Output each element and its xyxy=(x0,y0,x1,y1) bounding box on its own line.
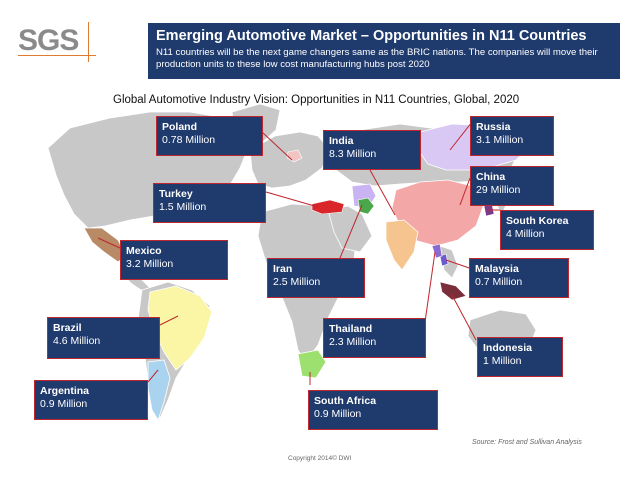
country-value-turkey: 1.5 Million xyxy=(159,201,207,213)
southeast-asia-landmass xyxy=(439,245,459,279)
connector-india xyxy=(369,169,396,216)
country-value-russia: 3.1 Million xyxy=(476,134,524,146)
country-value-malaysia: 0.7 Million xyxy=(475,276,523,288)
country-value-iran: 2.5 Million xyxy=(273,276,321,288)
banner-title: Emerging Automotive Market – Opportuniti… xyxy=(156,28,587,44)
connector-china xyxy=(459,177,471,206)
title-banner: Emerging Automotive Market – Opportuniti… xyxy=(148,23,620,79)
country-name-china: China xyxy=(476,171,506,183)
logo-text: SGS xyxy=(18,24,79,57)
label-thailand: Thailand 2.3 Million xyxy=(323,318,426,358)
label-malaysia: Malaysia 0.7 Million xyxy=(469,258,569,298)
south-africa-shape xyxy=(297,349,327,379)
label-brazil: Brazil 4.6 Million xyxy=(47,317,160,359)
country-name-thailand: Thailand xyxy=(329,323,373,335)
country-name-malaysia: Malaysia xyxy=(475,263,519,275)
country-value-china: 29 Million xyxy=(476,184,521,196)
india-shape xyxy=(385,219,419,271)
map-subtitle: Global Automotive Industry Vision: Oppor… xyxy=(113,94,520,106)
connector-iran xyxy=(339,204,363,259)
label-indonesia: Indonesia 1 Million xyxy=(477,337,563,377)
thailand-shape xyxy=(431,243,443,259)
country-name-russia: Russia xyxy=(476,121,511,133)
connector-brazil xyxy=(159,315,179,326)
label-iran: Iran 2.5 Million xyxy=(267,258,365,298)
label-turkey: Turkey 1.5 Million xyxy=(153,183,266,223)
label-poland: Poland 0.78 Million xyxy=(156,116,263,156)
copyright-note: Copyright 2014© DWI xyxy=(288,455,352,462)
country-value-mexico: 3.2 Million xyxy=(126,258,174,270)
connector-argentina xyxy=(147,369,159,383)
middle-east-landmass xyxy=(327,205,373,253)
turkey-shape xyxy=(311,199,345,215)
country-value-india: 8.3 Million xyxy=(329,148,377,160)
country-name-south-africa: South Africa xyxy=(314,395,377,407)
indonesia-shape xyxy=(439,281,467,301)
country-value-brazil: 4.6 Million xyxy=(53,335,101,347)
logo-line-horizontal xyxy=(18,55,96,56)
country-value-south-korea: 4 Million xyxy=(506,228,545,240)
country-name-india: India xyxy=(329,135,354,147)
country-value-thailand: 2.3 Million xyxy=(329,336,377,348)
connector-poland xyxy=(261,131,293,161)
connector-russia xyxy=(449,121,473,151)
connector-lines xyxy=(97,121,500,385)
connector-turkey xyxy=(265,191,319,208)
country-name-brazil: Brazil xyxy=(53,322,82,334)
label-mexico: Mexico 3.2 Million xyxy=(120,240,228,280)
country-name-south-korea: South Korea xyxy=(506,215,569,227)
connector-mexico xyxy=(97,237,121,249)
country-value-indonesia: 1 Million xyxy=(483,355,522,367)
country-name-indonesia: Indonesia xyxy=(483,342,533,354)
country-name-iran: Iran xyxy=(273,263,293,275)
label-argentina: Argentina 0.9 Million xyxy=(34,380,148,420)
sgs-logo: SGS xyxy=(18,22,96,62)
label-china: China 29 Million xyxy=(470,166,554,206)
label-south-korea: South Korea 4 Million xyxy=(500,210,594,250)
argentina-shape xyxy=(147,359,171,421)
banner-subtitle: N11 countries will be the next game chan… xyxy=(156,47,598,70)
malaysia-shape xyxy=(439,253,449,267)
connector-indonesia xyxy=(451,294,477,341)
country-name-argentina: Argentina xyxy=(40,385,90,397)
connector-thailand xyxy=(424,251,436,323)
country-value-argentina: 0.9 Million xyxy=(40,398,88,410)
country-name-turkey: Turkey xyxy=(159,188,193,200)
source-note: Source: Frost and Sullivan Analysis xyxy=(472,439,582,446)
country-name-poland: Poland xyxy=(162,121,198,133)
label-russia: Russia 3.1 Million xyxy=(470,116,554,156)
country-value-south-africa: 0.9 Million xyxy=(314,408,362,420)
label-south-africa: South Africa 0.9 Million xyxy=(308,390,438,430)
country-name-mexico: Mexico xyxy=(126,245,162,257)
logo-line-vertical xyxy=(88,22,89,62)
country-value-poland: 0.78 Million xyxy=(162,134,216,146)
label-india: India 8.3 Million xyxy=(323,130,421,170)
